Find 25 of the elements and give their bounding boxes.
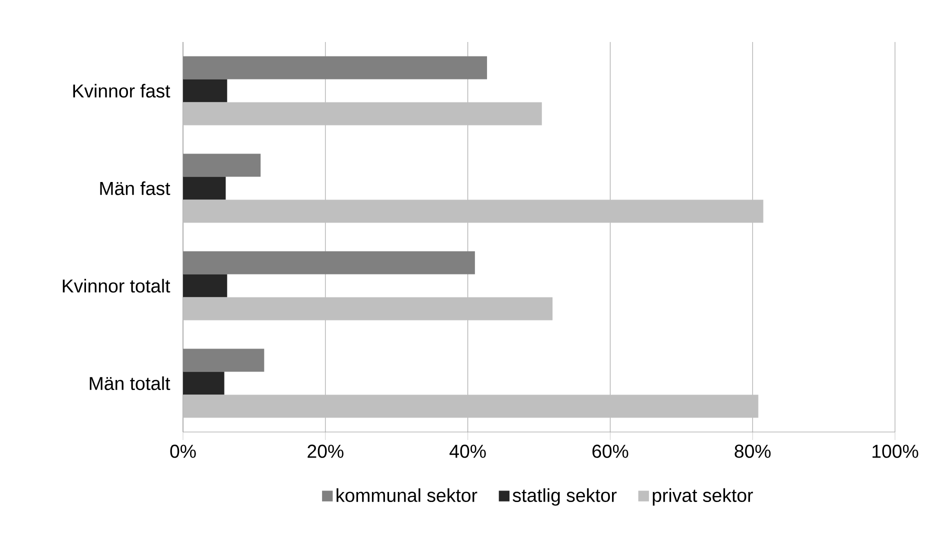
- x-tick-label: 60%: [592, 444, 628, 458]
- x-tick-label: 80%: [734, 444, 771, 458]
- bar: [183, 56, 488, 80]
- legend-label: privat sektor: [652, 488, 753, 506]
- x-tick-label: 0%: [170, 444, 196, 458]
- bar: [183, 154, 261, 177]
- bar: [183, 176, 226, 200]
- bar: [183, 274, 228, 298]
- legend-label: statlig sektor: [512, 488, 617, 506]
- x-tick-label: 40%: [450, 444, 486, 458]
- bar: [183, 102, 542, 126]
- y-tick-label: Män totalt: [90, 376, 170, 390]
- bar: [183, 348, 264, 372]
- legend-label: kommunal sektor: [336, 488, 478, 502]
- bar: [183, 394, 758, 418]
- x-tick-label: 100%: [872, 444, 918, 458]
- bar: [183, 200, 764, 223]
- bar: [183, 79, 228, 102]
- y-tick-label: Kvinnor fast: [73, 84, 170, 98]
- bar: [183, 297, 553, 320]
- bar: [183, 251, 475, 274]
- x-tick-label: 20%: [308, 444, 344, 458]
- y-tick-label: Kvinnor totalt: [62, 278, 170, 293]
- y-tick-label: Män fast: [100, 181, 170, 196]
- bar: [183, 372, 224, 395]
